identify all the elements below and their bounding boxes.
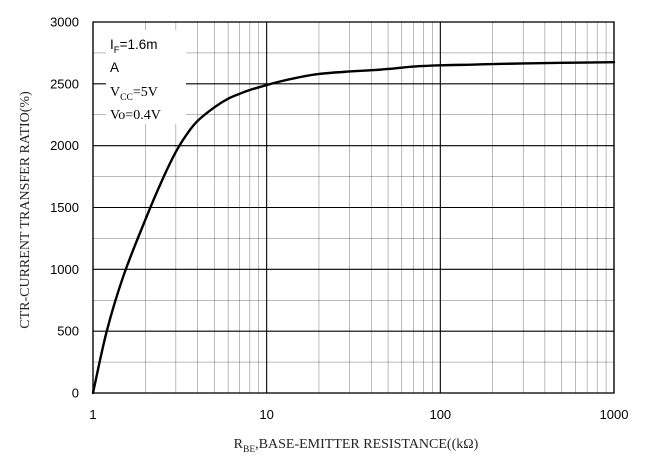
x-tick-labels: 1 10 100 1000	[89, 407, 628, 422]
annotation-if-sub: F	[114, 45, 120, 56]
plot-area-frame	[92, 21, 615, 394]
series-line	[91, 60, 616, 395]
y-axis-title: CTR-CURRENT TRANSFER RATIO(%)	[18, 91, 33, 329]
y-tick-label: 2000	[50, 138, 79, 153]
y-tick-label: 1500	[50, 200, 79, 215]
annotation-if-rest: =1.6m	[120, 37, 158, 52]
y-tick-label: 0	[72, 386, 79, 401]
x-tick-label: 100	[429, 407, 451, 422]
annotation-unit: A	[110, 60, 119, 75]
x-tick-label: 1	[89, 407, 96, 422]
annotation-vo: Vo=0.4V	[110, 108, 161, 123]
conditions-annotation: IF=1.6m A VCC=5V Vo=0.4V	[106, 30, 186, 124]
annotation-background	[106, 30, 186, 124]
x-axis-title: RBE,BASE-EMITTER RESISTANCE((kΩ)	[234, 437, 479, 455]
x-axis-title-main: R	[234, 437, 244, 452]
y-tick-label: 500	[57, 324, 79, 339]
y-tick-label: 2500	[50, 76, 79, 91]
series-group	[91, 60, 616, 395]
x-axis-title-sub: BE	[243, 445, 255, 455]
y-tick-label: 3000	[50, 15, 79, 30]
annotation-vcc-sub: CC	[120, 93, 133, 103]
annotation-vcc-rest: =5V	[133, 85, 158, 100]
x-tick-label: 1000	[600, 407, 629, 422]
annotation-vcc-main: V	[110, 85, 120, 100]
annotation-if: IF=1.6m	[110, 37, 157, 56]
y-tick-label: 1000	[50, 262, 79, 277]
annotation-vcc: VCC=5V	[110, 85, 158, 103]
annotation-if-main: I	[110, 37, 114, 52]
x-tick-label: 10	[259, 407, 273, 422]
y-tick-labels: 0 500 1000 1500 2000 2500 3000	[50, 15, 79, 401]
x-axis-title-rest: ,BASE-EMITTER RESISTANCE((kΩ)	[255, 437, 478, 452]
